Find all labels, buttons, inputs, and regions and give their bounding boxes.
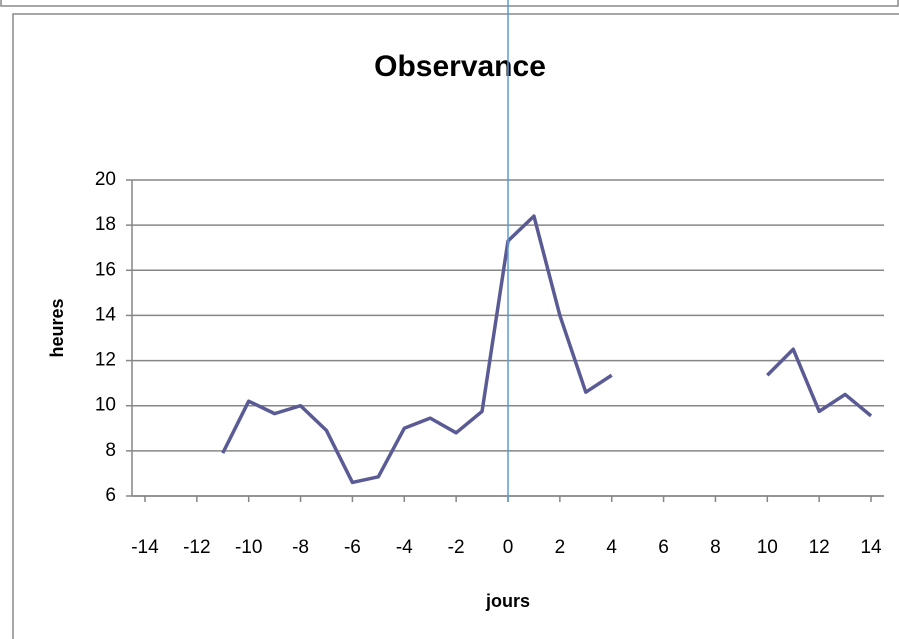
y-tick-label: 20	[95, 169, 116, 190]
x-tick-label: -10	[235, 537, 262, 558]
x-tick-label: -8	[292, 537, 309, 558]
x-tick-label: -2	[448, 537, 465, 558]
top-frame	[0, 0, 899, 7]
y-tick-label: 8	[105, 440, 116, 461]
x-tick-label: -6	[344, 537, 361, 558]
y-axis-title: heures	[47, 298, 67, 357]
y-tick-label: 10	[95, 395, 116, 416]
chart-frame	[12, 13, 899, 639]
y-tick-label: 6	[105, 485, 116, 506]
y-tick-label: 18	[95, 214, 116, 235]
x-tick-label: -14	[131, 537, 159, 558]
x-tick-label: 8	[710, 537, 721, 558]
x-tick-label: -12	[183, 537, 210, 558]
chart-title: Observance	[374, 50, 546, 83]
data-line	[221, 214, 873, 485]
x-tick-label: -4	[396, 537, 413, 558]
x-tick-label: 12	[809, 537, 830, 558]
x-tick-label: 14	[860, 537, 882, 558]
x-tick-label: 4	[606, 537, 617, 558]
x-tick-label: 10	[757, 537, 778, 558]
x-tick-label: 6	[658, 537, 669, 558]
x-tick-label: 0	[503, 537, 514, 558]
y-tick-label: 12	[95, 350, 116, 371]
x-tick-label: 2	[555, 537, 566, 558]
y-tick-label: 14	[95, 304, 117, 325]
y-tick-label: 16	[95, 259, 116, 280]
x-axis-title: jours	[485, 591, 530, 611]
